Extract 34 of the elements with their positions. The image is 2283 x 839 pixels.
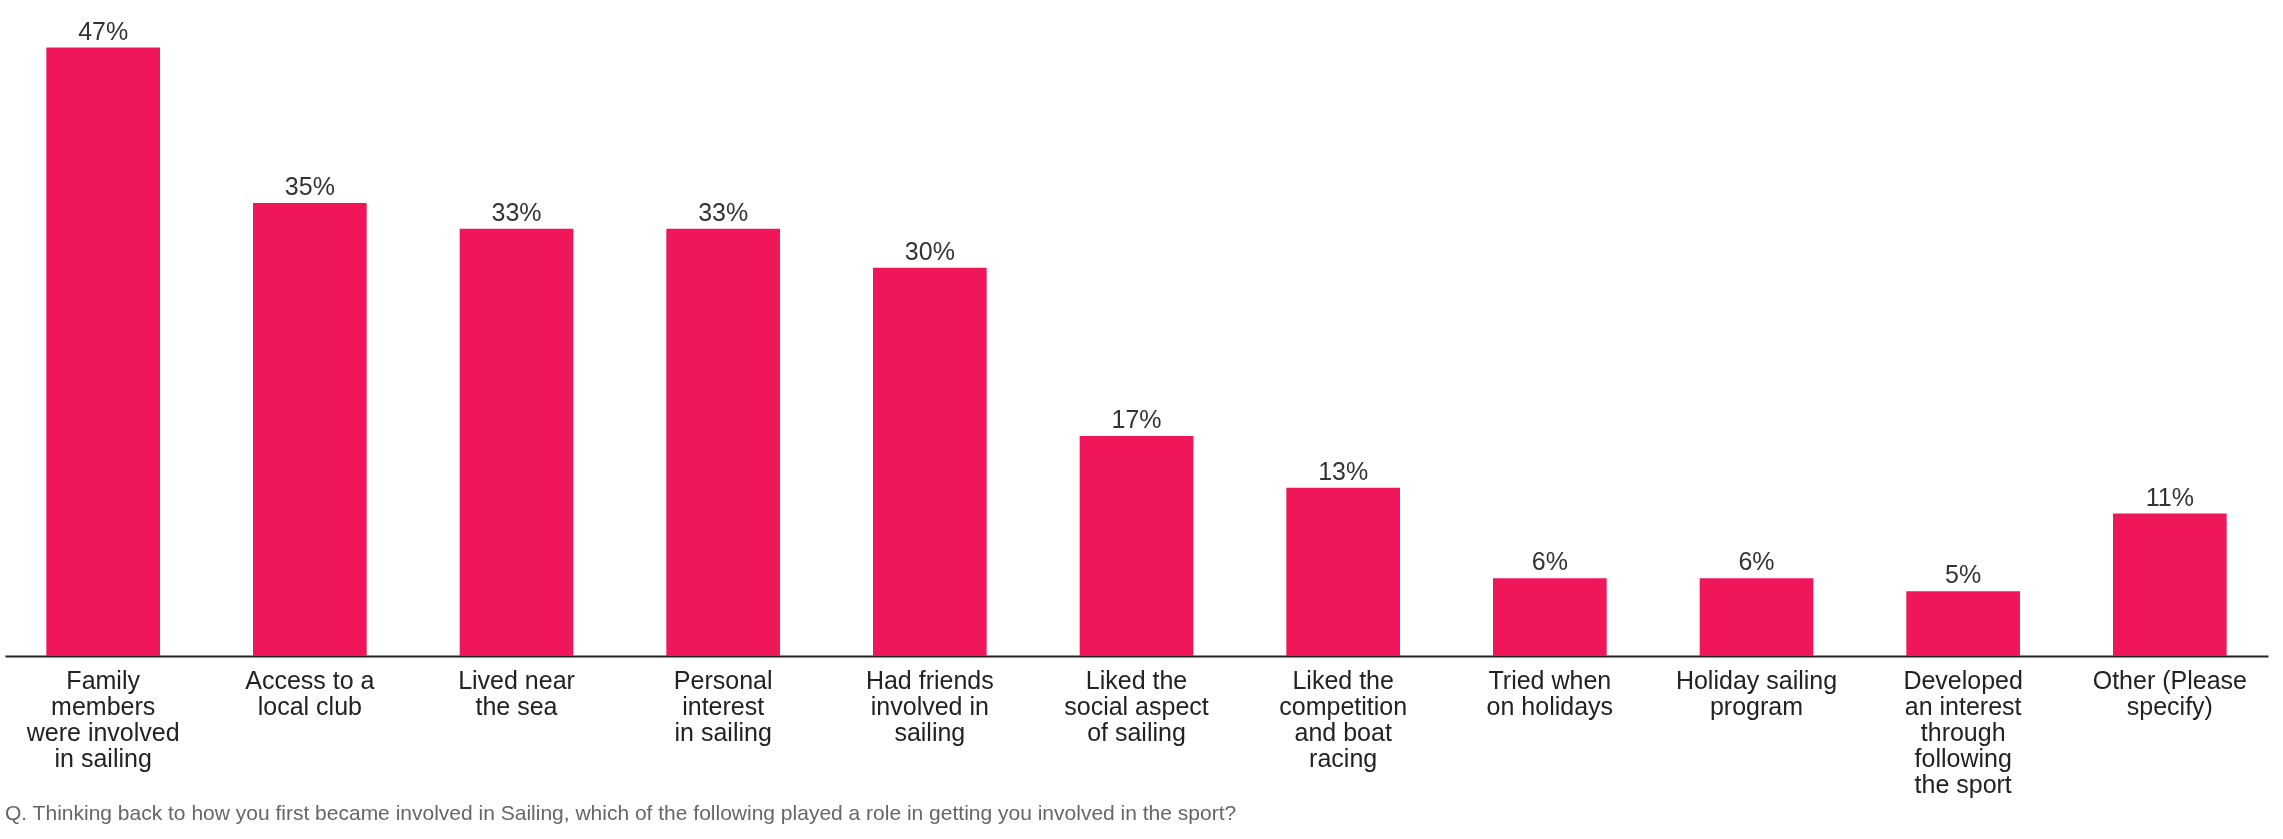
data-label: 33% <box>698 197 749 226</box>
data-label: 33% <box>491 197 542 226</box>
data-label: 5% <box>1945 560 1982 589</box>
bar <box>1493 578 1607 656</box>
x-tick-label: Access to a local club <box>245 665 375 720</box>
x-tick-label: Lived near the sea <box>458 665 575 720</box>
x-tick-label: Personal interest in sailing <box>673 665 773 746</box>
x-tick-label: Had friends involved in sailing <box>865 665 994 746</box>
data-label: 6% <box>1531 547 1568 576</box>
bar <box>1906 591 2020 656</box>
data-label: 30% <box>904 236 955 265</box>
x-tick-label: Other (Please specify) <box>2092 665 2247 720</box>
x-tick-label: Family members were involved in sailing <box>25 665 180 772</box>
x-tick-label: Holiday sailing program <box>1675 665 1838 720</box>
text: Q. Thinking back to how you first became involved in Sailing, which of the following played a role in getting you involved in the sport? <box>5 801 1237 824</box>
x-tick-label: Developed an interest through following the sport <box>1903 665 2023 798</box>
bar <box>1286 487 1400 656</box>
x-tick-label: Tried when on holidays <box>1486 665 1614 720</box>
x-tick-label: Liked the social aspect of sailing <box>1064 665 1209 746</box>
data-label: 11% <box>2145 482 2194 511</box>
data-label: 35% <box>284 171 335 200</box>
data-label: 47% <box>78 16 129 45</box>
x-tick-label: Liked the competition and boat racing <box>1279 665 1408 772</box>
bar <box>2113 513 2227 656</box>
bar <box>46 47 160 656</box>
bar <box>459 228 574 656</box>
data-label: 17% <box>1111 404 1162 433</box>
bar <box>666 228 780 656</box>
bar <box>253 202 367 656</box>
bar <box>1699 578 1814 656</box>
data-label: 6% <box>1738 547 1775 576</box>
data-label: 13% <box>1318 456 1369 485</box>
bar <box>1079 435 1194 656</box>
bar <box>873 267 987 656</box>
